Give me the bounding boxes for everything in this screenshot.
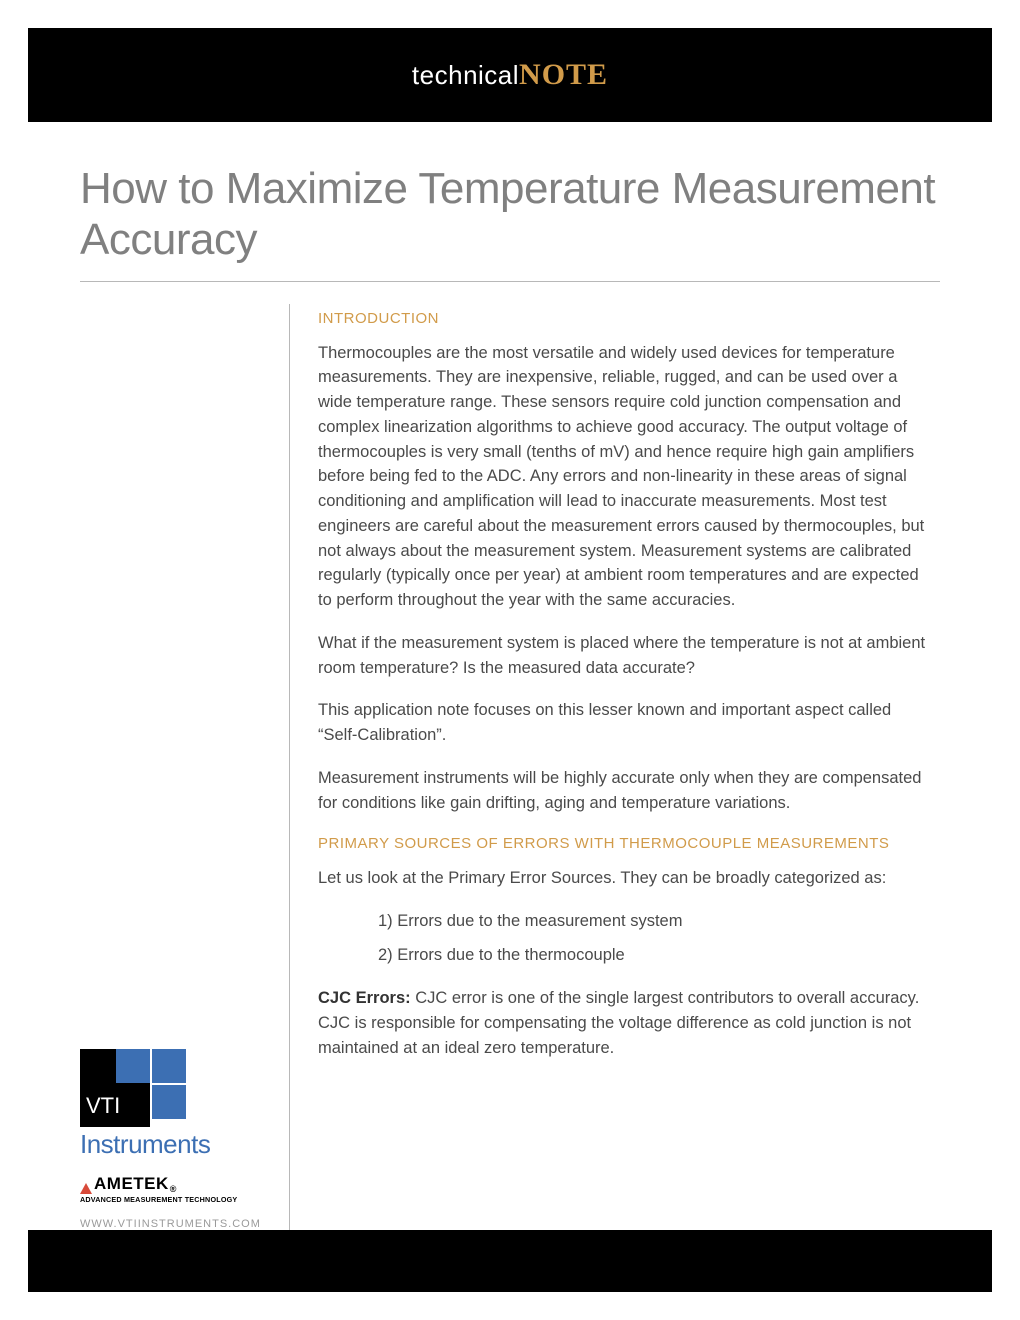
vti-logo: VTI Instruments xyxy=(80,1049,220,1160)
intro-heading: INTRODUCTION xyxy=(318,308,932,331)
left-column: VTI Instruments AMETEK ® ADVANCED MEASUR… xyxy=(80,304,290,1230)
logo-blue-square xyxy=(116,1049,150,1083)
instruments-text: Instruments xyxy=(80,1129,220,1160)
vti-logo-mark: VTI xyxy=(80,1049,188,1127)
ametek-triangle-icon xyxy=(80,1183,92,1194)
intro-paragraph: Thermocouples are the most versatile and… xyxy=(318,341,932,613)
ametek-text: AMETEK xyxy=(94,1174,169,1194)
website-url: WWW.VTIINSTRUMENTS.COM xyxy=(80,1218,260,1230)
errors-lead: Let us look at the Primary Error Sources… xyxy=(318,866,932,891)
logo-block: VTI Instruments AMETEK ® ADVANCED MEASUR… xyxy=(80,1049,260,1230)
logo-blue-square xyxy=(152,1085,186,1119)
list-item: 1) Errors due to the measurement system xyxy=(378,909,932,934)
title-area: How to Maximize Temperature Measurement … xyxy=(28,122,992,282)
header-banner: technicalNOTE xyxy=(28,28,992,122)
intro-paragraph: This application note focuses on this le… xyxy=(318,698,932,748)
errors-heading: PRIMARY SOURCES OF ERRORS WITH THERMOCOU… xyxy=(318,833,932,856)
banner-title: technicalNOTE xyxy=(412,58,608,92)
cjc-paragraph: CJC Errors: CJC error is one of the sing… xyxy=(318,986,932,1060)
banner-suffix: NOTE xyxy=(519,58,608,91)
list-item: 2) Errors due to the thermocouple xyxy=(378,943,932,968)
intro-paragraph: Measurement instruments will be highly a… xyxy=(318,766,932,816)
logo-blue-square xyxy=(152,1049,186,1083)
vti-logo-text: VTI xyxy=(86,1093,120,1119)
footer-bar xyxy=(28,1230,992,1292)
page: technicalNOTE How to Maximize Temperatur… xyxy=(28,28,992,1292)
error-list: 1) Errors due to the measurement system … xyxy=(378,909,932,969)
document-title: How to Maximize Temperature Measurement … xyxy=(80,164,940,282)
cjc-label: CJC Errors: xyxy=(318,989,411,1007)
content-column: INTRODUCTION Thermocouples are the most … xyxy=(318,304,940,1230)
ametek-name: AMETEK ® xyxy=(80,1174,260,1194)
banner-prefix: technical xyxy=(412,60,519,90)
body-row: VTI Instruments AMETEK ® ADVANCED MEASUR… xyxy=(28,282,992,1230)
registered-mark: ® xyxy=(170,1184,177,1194)
intro-paragraph: What if the measurement system is placed… xyxy=(318,631,932,681)
ametek-logo: AMETEK ® ADVANCED MEASUREMENT TECHNOLOGY xyxy=(80,1174,260,1204)
ametek-tagline: ADVANCED MEASUREMENT TECHNOLOGY xyxy=(80,1195,260,1204)
